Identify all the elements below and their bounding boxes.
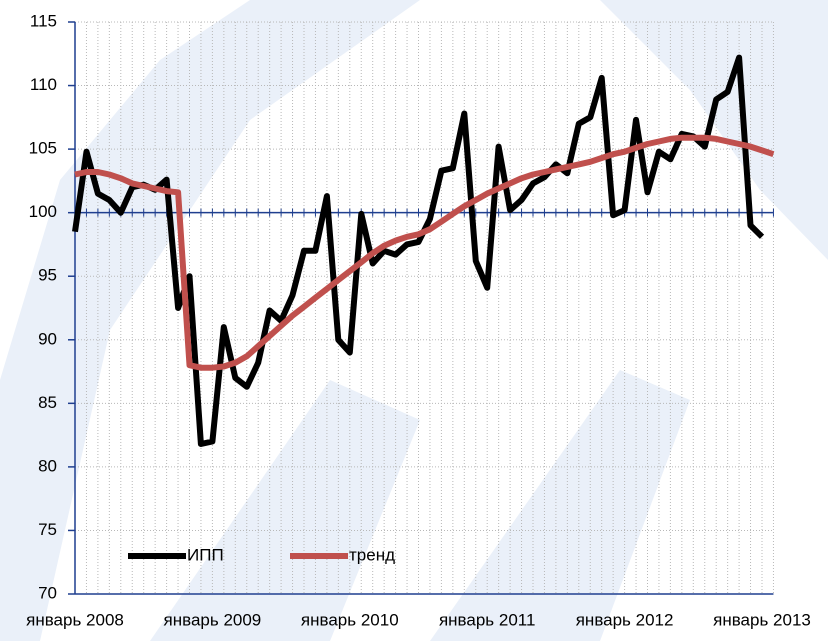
x-tick-label: январь 2013	[713, 610, 811, 629]
y-tick-label: 100	[29, 202, 57, 221]
y-tick-label: 70	[38, 583, 57, 602]
legend-label: тренд	[349, 545, 395, 564]
x-tick-label: январь 2009	[164, 610, 262, 629]
y-tick-label: 90	[38, 329, 57, 348]
axes: 70 75 80 85 90 95 100 105 110 115 январь 2008 январ…	[26, 11, 811, 629]
y-tick-label: 105	[29, 139, 57, 158]
lines	[72, 54, 775, 447]
x-tick-label: январь 2011	[439, 610, 535, 629]
y-tick-label: 115	[30, 11, 57, 30]
legend-label: ИПП	[187, 545, 224, 564]
watermark-shape	[0, 0, 420, 641]
y-tick-label: 85	[38, 393, 57, 412]
x-tick-label: январь 2012	[576, 610, 674, 629]
x-tick-label: январь 2010	[301, 610, 399, 629]
x-tick-label: январь 2008	[26, 610, 124, 629]
watermark-shape	[430, 370, 690, 641]
y-tick-label: 80	[38, 456, 57, 475]
y-tick-label: 75	[38, 520, 57, 539]
grid	[75, 21, 774, 595]
y-tick-label: 110	[30, 75, 57, 94]
watermark-shape	[600, 0, 828, 260]
legend: ИПП тренд	[128, 545, 395, 564]
watermark-shape	[150, 380, 420, 641]
y-tick-label: 95	[38, 266, 57, 285]
series-line	[72, 54, 765, 447]
series-line	[74, 134, 775, 371]
